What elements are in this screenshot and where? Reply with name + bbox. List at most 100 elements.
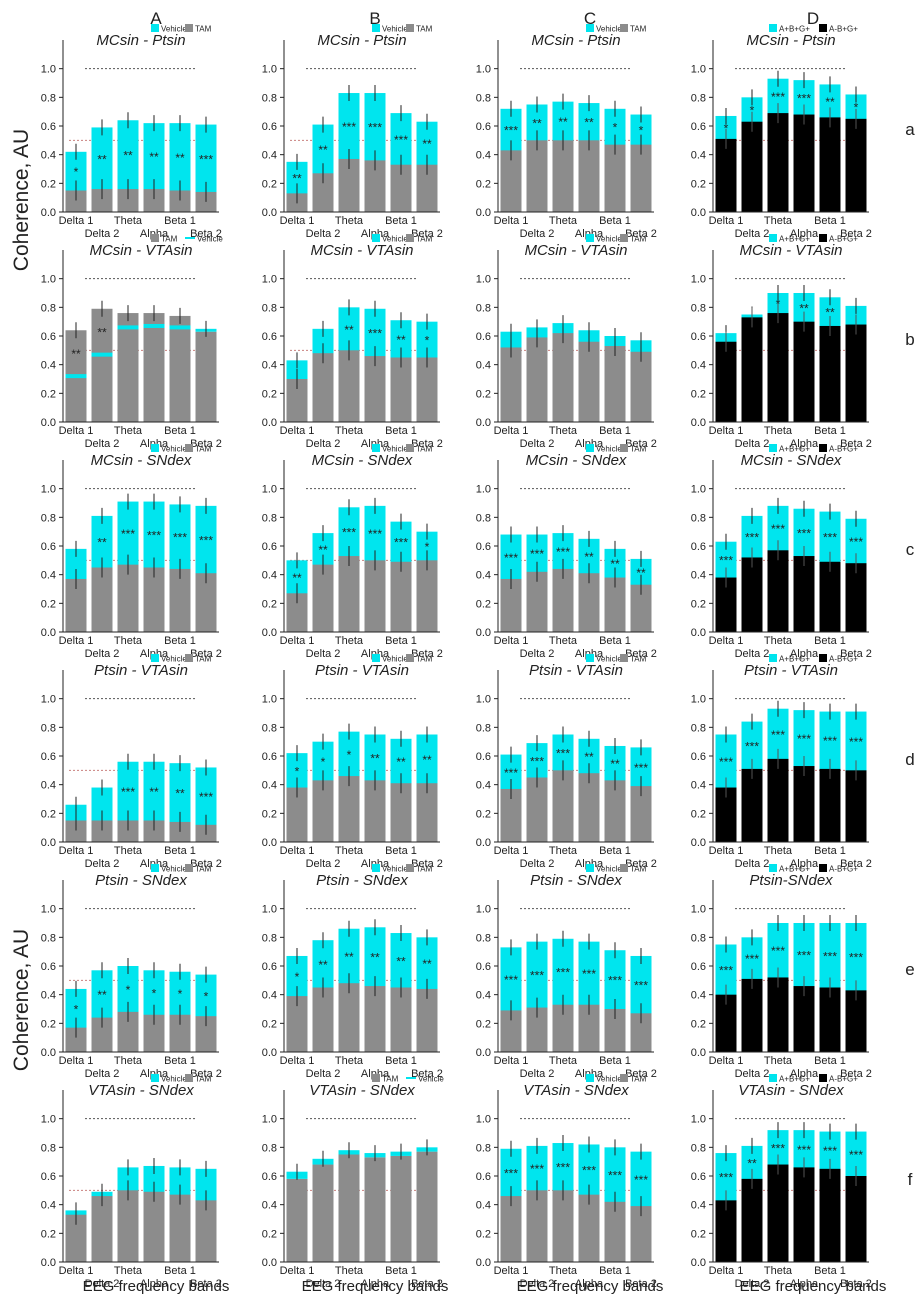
significance-label: *** [771, 728, 785, 742]
y-tick-label: 0.8 [262, 512, 277, 524]
category-label: Beta 2 [625, 438, 657, 450]
category-label: Delta 2 [735, 858, 770, 870]
panel-title: VTAsin - SNdex [523, 1082, 629, 1099]
bar-tam [500, 1010, 522, 1052]
panel-title: MCsin - VTAsin [524, 242, 627, 259]
category-label: Delta 1 [709, 1265, 744, 1277]
y-tick-label: 0.4 [476, 990, 491, 1002]
y-tick-label: 0.4 [691, 990, 706, 1002]
significance-label: *** [530, 1162, 544, 1176]
panel-title: Ptsin-SNdex [749, 872, 833, 889]
bar-tam [143, 313, 165, 422]
legend-swatch [586, 444, 594, 452]
bar-tam [143, 189, 165, 212]
bar-tam [578, 1004, 600, 1052]
y-tick-label: 0.4 [41, 360, 56, 372]
category-label: Delta 2 [306, 228, 341, 240]
panel-title: VTAsin - SNdex [88, 1082, 194, 1099]
significance-label: *** [368, 527, 382, 541]
panel-title: Ptsin - VTAsin [94, 662, 188, 679]
y-tick-label: 0.0 [41, 1047, 56, 1059]
category-label: Beta 1 [164, 1265, 196, 1277]
bar-tam [65, 820, 87, 842]
legend-label: A+B+G+ [779, 1075, 810, 1084]
bar-tam [604, 577, 626, 632]
marker-vehicle [91, 352, 113, 357]
category-label: Beta 1 [814, 425, 846, 437]
bar-a-minus-b-plus-g-plus [793, 766, 815, 842]
category-label: Alpha [790, 1068, 819, 1080]
legend-swatch [586, 654, 594, 662]
category-label: Delta 2 [306, 1278, 341, 1290]
bar-tam [312, 564, 334, 632]
y-tick-label: 1.0 [691, 1114, 706, 1126]
legend: A+B+G+ A-B+G+ [769, 234, 858, 244]
category-label: Beta 1 [814, 635, 846, 647]
category-label: Beta 1 [599, 1055, 631, 1067]
significance-label: ** [292, 571, 302, 585]
significance-label: * [639, 124, 644, 138]
y-tick-label: 0.8 [262, 92, 277, 104]
y-tick-label: 0.0 [41, 837, 56, 849]
x-axis-label-d: EEG frequency bands [740, 1278, 887, 1295]
category-label: Beta 1 [814, 1265, 846, 1277]
y-tick-label: 0.2 [41, 178, 56, 190]
bar-tam [364, 560, 386, 632]
category-label: Delta 2 [306, 1068, 341, 1080]
y-tick-label: 0.2 [262, 1228, 277, 1240]
legend-swatch [185, 1074, 193, 1082]
bar-a-minus-b-plus-g-plus [767, 758, 789, 842]
y-tick-label: 1.0 [262, 694, 277, 706]
category-label: Delta 2 [735, 438, 770, 450]
y-tick-label: 0.0 [262, 627, 277, 639]
category-label: Delta 2 [520, 858, 555, 870]
bar-a-minus-b-plus-g-plus [741, 121, 763, 212]
legend-swatch [151, 654, 159, 662]
bar-vehicle [195, 124, 217, 212]
legend: A+B+G+ A-B+G+ [769, 1074, 858, 1084]
bar-a-minus-b-plus-g-plus [715, 994, 737, 1052]
significance-label: ** [344, 323, 354, 337]
bar-tam [195, 331, 217, 422]
y-tick-label: 1.0 [476, 274, 491, 286]
category-label: Theta [549, 1265, 578, 1277]
legend: Vehicle TAM [372, 864, 433, 874]
legend: A+B+G+ A-B+G+ [769, 654, 858, 664]
category-label: Delta 1 [59, 845, 94, 857]
significance-label: ** [175, 151, 185, 165]
bar-tam [364, 356, 386, 422]
y-tick-label: 0.8 [262, 1142, 277, 1154]
legend: Vehicle TAM [151, 1074, 212, 1084]
category-label: Delta 1 [280, 845, 315, 857]
y-tick-label: 0.6 [262, 541, 277, 553]
significance-label: * [425, 540, 430, 554]
y-tick-label: 1.0 [262, 904, 277, 916]
category-label: Beta 2 [411, 1278, 443, 1290]
y-tick-label: 1.0 [476, 1114, 491, 1126]
legend: Vehicle TAM [586, 864, 647, 874]
y-tick-label: 0.0 [41, 207, 56, 219]
panel-r4c3: 0.0 0.2 0.4 0.6 0.8 1.0 *** Delta 1 *** Delta 2 **… [691, 864, 872, 1080]
bar-tam [117, 313, 139, 422]
y-tick-label: 0.6 [691, 541, 706, 553]
legend-swatch [185, 654, 193, 662]
significance-label: ** [97, 152, 107, 166]
legend-label: TAM [416, 445, 433, 454]
legend: Vehicle TAM [372, 654, 433, 664]
category-label: Beta 2 [840, 858, 872, 870]
category-label: Beta 2 [411, 228, 443, 240]
bar-tam [65, 1027, 87, 1052]
significance-label: * [613, 121, 618, 135]
legend-swatch [769, 864, 777, 872]
panel-r2c1: 0.0 0.2 0.4 0.6 0.8 1.0 ** Delta 1 ** Delta 2 *** T… [262, 444, 443, 660]
bar-tam [364, 1157, 386, 1262]
bar-tam [312, 173, 334, 212]
y-tick-label: 0.4 [41, 570, 56, 582]
significance-label: * [74, 1002, 79, 1016]
bar-tam [169, 821, 191, 842]
bar-a-minus-b-plus-g-plus [741, 317, 763, 422]
bar-tam [390, 987, 412, 1052]
category-label: Theta [114, 845, 143, 857]
bar-tam [578, 341, 600, 422]
significance-label: *** [823, 1144, 837, 1158]
